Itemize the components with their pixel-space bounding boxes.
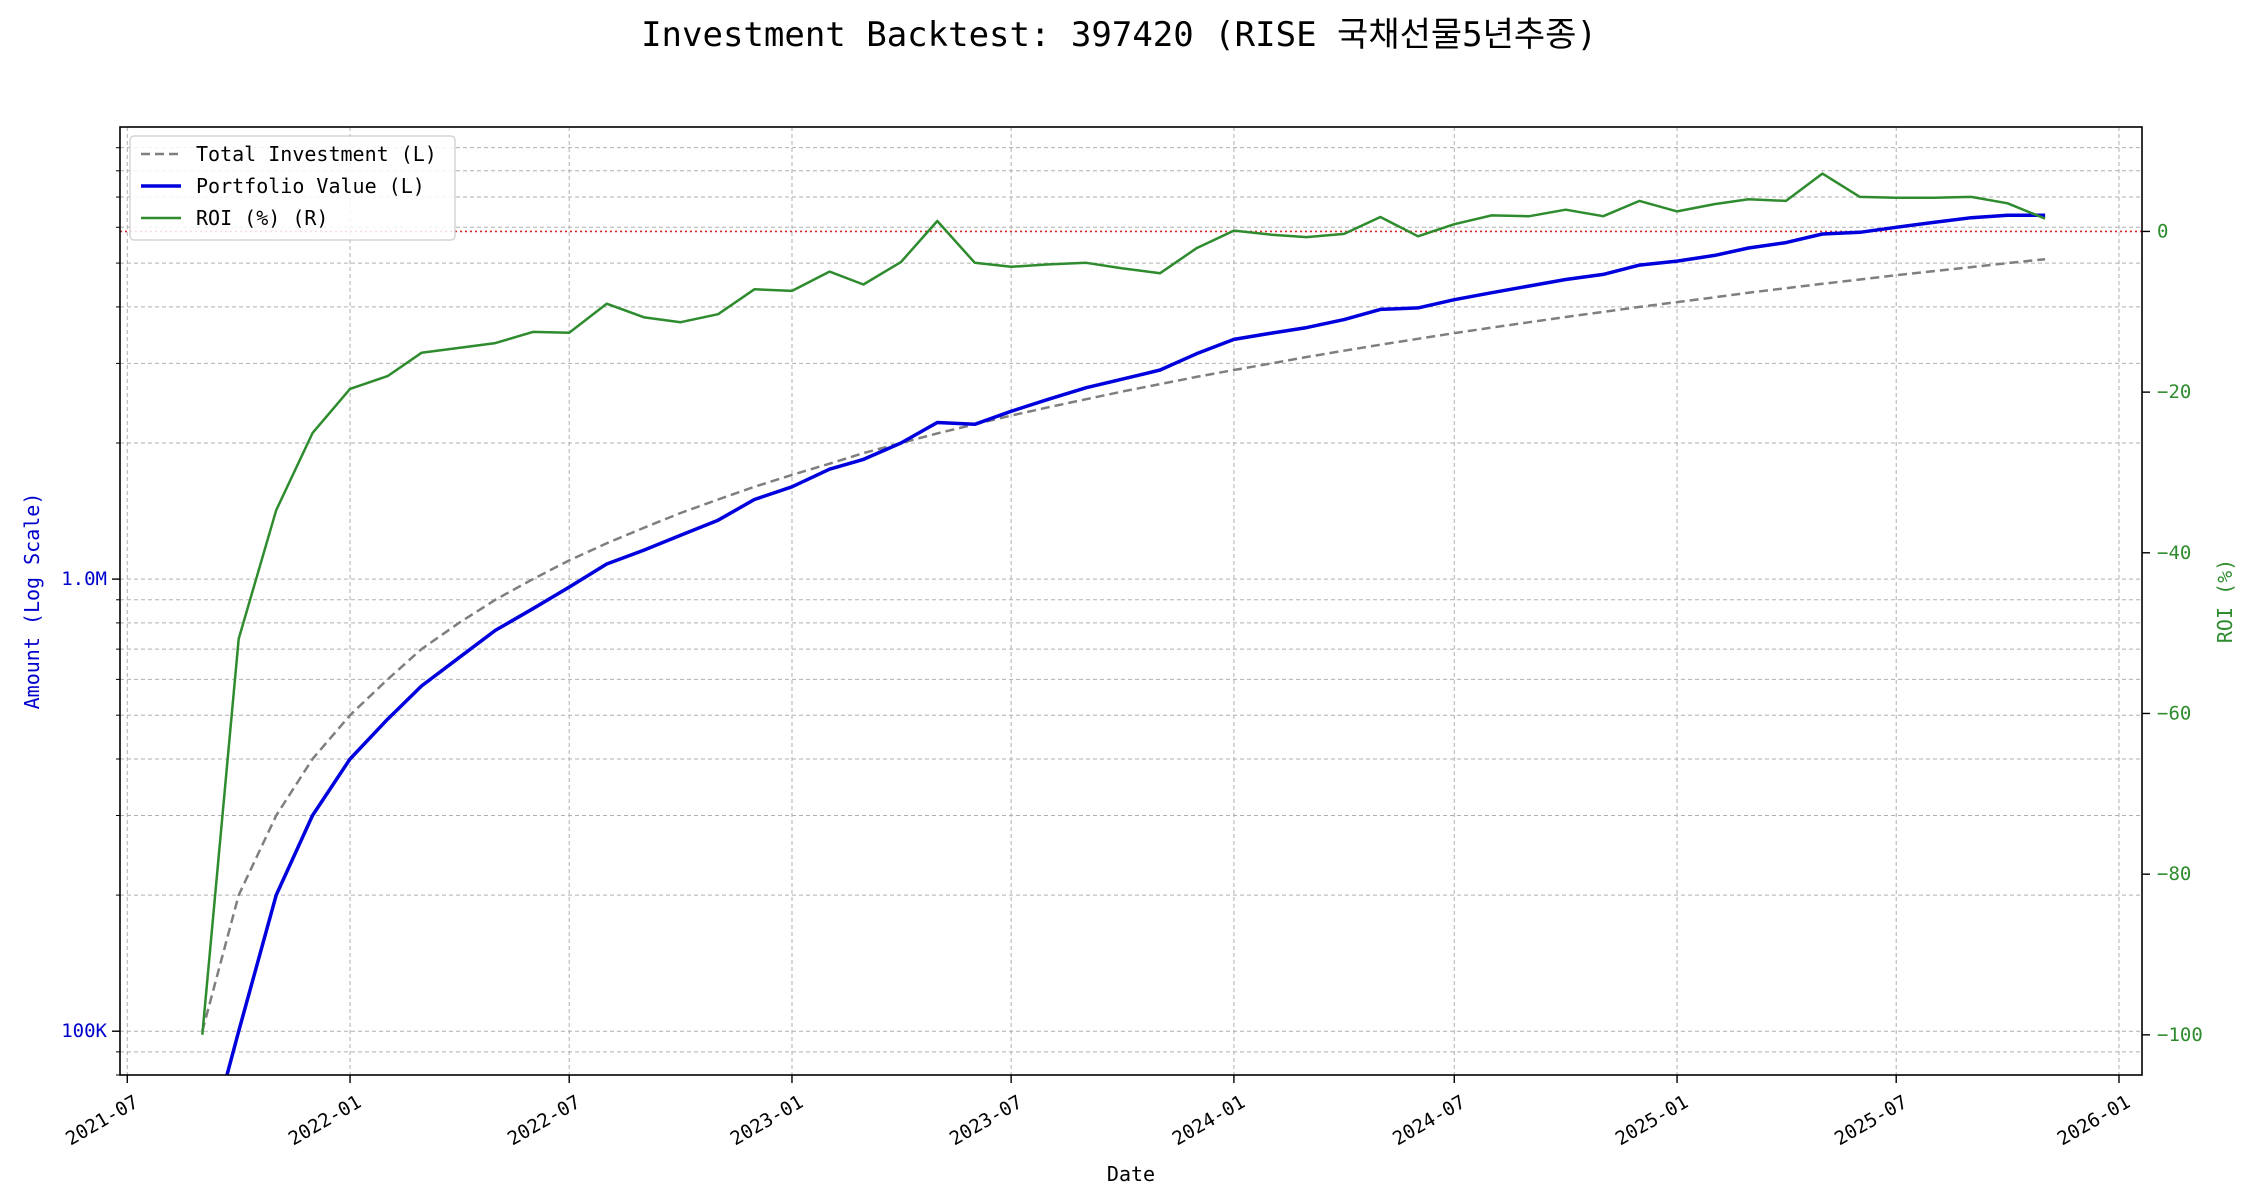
x-tick-label: 2022-01 xyxy=(285,1091,365,1150)
left-y-axis-label: Amount (Log Scale) xyxy=(20,493,44,710)
x-tick-label: 2024-01 xyxy=(1169,1091,1249,1150)
x-tick-label: 2025-07 xyxy=(1831,1091,1911,1150)
x-axis: 2021-07 2022-01 2022-07 2023-01 2023-07 2024-… xyxy=(62,1075,2134,1150)
series-layer xyxy=(201,172,2046,1075)
roi-line xyxy=(201,172,2046,1035)
left-y-axis: 100K 1.0M xyxy=(61,147,120,1076)
legend-label-total-investment: Total Investment (L) xyxy=(196,142,437,166)
right-tick-label: −100 xyxy=(2157,1024,2203,1046)
left-tick-label: 100K xyxy=(61,1020,107,1042)
x-tick-label: 2023-07 xyxy=(946,1091,1026,1150)
right-y-axis-label: ROI (%) xyxy=(2213,559,2237,643)
plot-area-frame xyxy=(119,126,2143,1076)
left-tick-label: 1.0M xyxy=(61,568,107,590)
legend: Total Investment (L) Portfolio Value (L)… xyxy=(129,135,456,241)
right-tick-label: 0 xyxy=(2157,220,2168,242)
legend-box xyxy=(129,135,456,241)
right-tick-label: −80 xyxy=(2157,863,2191,885)
chart-title: Investment Backtest: 397420 (RISE 국채선물5년… xyxy=(641,15,1597,55)
legend-label-portfolio-value: Portfolio Value (L) xyxy=(196,174,425,198)
x-tick-label: 2026-01 xyxy=(2054,1091,2134,1150)
portfolio-value-line xyxy=(225,213,2046,1075)
x-tick-label: 2023-01 xyxy=(727,1091,807,1150)
right-tick-label: −40 xyxy=(2157,542,2191,564)
grid-lines xyxy=(120,127,2142,1076)
total-investment-line xyxy=(201,257,2046,1032)
x-tick-label: 2024-07 xyxy=(1389,1091,1469,1150)
right-tick-label: −20 xyxy=(2157,381,2191,403)
right-y-axis: 0 −20 −40 −60 −80 −100 xyxy=(2142,220,2203,1046)
x-tick-label: 2022-07 xyxy=(504,1091,584,1150)
x-tick-label: 2021-07 xyxy=(62,1091,142,1150)
right-tick-label: −60 xyxy=(2157,702,2191,724)
x-tick-label: 2025-01 xyxy=(1612,1091,1692,1150)
x-axis-label: Date xyxy=(1107,1162,1155,1186)
legend-label-roi: ROI (%) (R) xyxy=(196,206,328,230)
